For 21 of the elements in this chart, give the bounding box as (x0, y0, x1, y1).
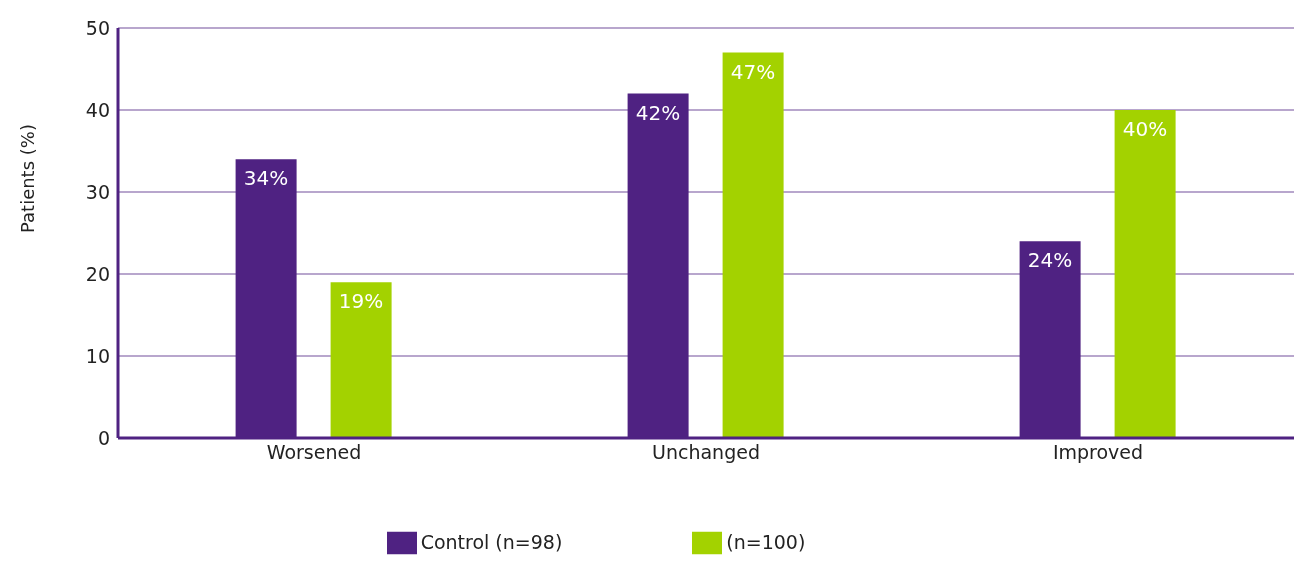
data-label: 47% (730, 59, 776, 84)
y-tick-label: 40 (85, 98, 110, 121)
y-axis-title: Patients (%) (17, 124, 39, 233)
y-tick-label: 30 (85, 180, 110, 203)
y-tick-label: 20 (85, 262, 110, 285)
data-label: 40% (1122, 117, 1168, 141)
data-label: 19% (338, 289, 384, 314)
data-label: 42% (635, 100, 681, 125)
data-label: 24% (1027, 248, 1073, 273)
legend-label: (n=100) (726, 530, 806, 553)
y-tick-label: 0 (97, 426, 110, 449)
bar (722, 52, 784, 438)
data-label: 34% (243, 166, 289, 191)
y-tick-label: 50 (85, 16, 110, 39)
bar (330, 282, 392, 438)
x-tick-label: Improved (1052, 441, 1144, 464)
bar (1114, 110, 1176, 438)
y-tick-label: 10 (85, 344, 110, 367)
x-tick-label: Worsened (266, 441, 362, 464)
x-tick-label: Unchanged (652, 441, 760, 464)
legend-label: Control (n=98) (420, 530, 563, 553)
